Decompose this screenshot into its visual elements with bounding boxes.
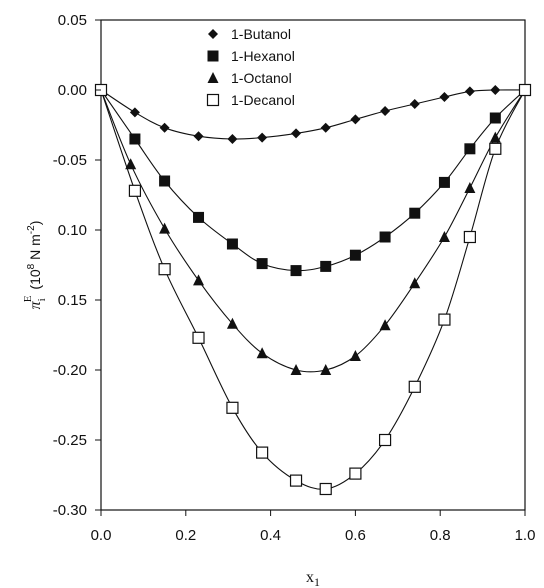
- x-axis-title-sub: 1: [314, 575, 320, 588]
- data-point-1-octanol: [349, 350, 361, 361]
- data-point-1-decanol: [128, 184, 142, 197]
- legend-marker-1-octanol: [207, 72, 219, 83]
- legend-marker-1-butanol: [208, 29, 218, 39]
- data-point-1-hexanol: [438, 176, 450, 188]
- data-point-1-butanol: [291, 128, 302, 139]
- data-point-1-hexanol: [256, 258, 268, 270]
- data-point-1-decanol: [158, 263, 171, 276]
- data-point-1-decanol: [349, 467, 362, 480]
- data-point-1-hexanol: [193, 211, 205, 223]
- x-tick-label: 0.6: [345, 527, 366, 544]
- y-tick-label: 0.15: [58, 292, 87, 309]
- y-axis: 0.05 0.00 -0.05 0.10 0.15 -0.20 -0.25 -0.30: [53, 12, 101, 519]
- data-point-1-hexanol: [379, 231, 391, 243]
- x-axis: 0.0 0.2 0.4 0.6 0.8 1.0: [91, 510, 536, 544]
- y-tick-label: 0.10: [58, 222, 87, 239]
- y-axis-title-unit-suffix: ): [27, 221, 43, 226]
- legend-label-1-hexanol: 1-Hexanol: [231, 48, 295, 64]
- data-point-1-hexanol: [320, 260, 332, 272]
- data-point-1-decanol: [438, 313, 451, 326]
- data-point-1-butanol: [129, 107, 140, 118]
- data-point-1-octanol: [320, 364, 332, 375]
- data-point-1-octanol: [489, 131, 501, 143]
- y-tick-label: -0.05: [53, 152, 87, 169]
- data-point-1-hexanol: [290, 265, 302, 277]
- data-point-1-butanol: [380, 106, 391, 116]
- x-tick-label: 0.2: [175, 527, 196, 544]
- y-axis-title-symbol: π: [27, 300, 44, 309]
- y-axis-title-unit-mid: N m: [27, 234, 43, 264]
- data-point-1-butanol: [320, 122, 331, 133]
- data-point-1-octanol: [409, 277, 421, 289]
- y-tick-label: 0.00: [58, 82, 87, 99]
- data-point-1-decanol: [408, 380, 421, 393]
- data-point-1-octanol: [464, 182, 476, 193]
- x-tick-label: 1.0: [515, 527, 536, 544]
- plot-frame: [100, 19, 526, 511]
- y-axis-title-sub: i: [36, 298, 48, 301]
- data-point-1-hexanol: [129, 133, 141, 145]
- data-point-1-octanol: [379, 319, 391, 331]
- legend-label-1-decanol: 1-Decanol: [231, 92, 295, 108]
- data-point-1-hexanol: [409, 207, 421, 219]
- y-tick-label: -0.20: [53, 362, 87, 379]
- data-point-1-decanol: [256, 446, 269, 459]
- data-point-1-butanol: [350, 114, 361, 125]
- data-point-1-butanol: [464, 86, 475, 97]
- data-point-1-hexanol: [349, 249, 361, 261]
- data-point-1-butanol: [193, 131, 204, 142]
- data-point-1-octanol: [159, 222, 171, 234]
- data-point-1-decanol: [518, 83, 532, 97]
- series-markers: [94, 83, 532, 496]
- plot-area-border: [100, 19, 526, 511]
- legend-marker-1-hexanol: [207, 50, 219, 62]
- data-point-1-octanol: [290, 364, 302, 375]
- data-point-1-octanol: [226, 317, 238, 329]
- legend: 1-Butanol 1-Hexanol 1-Octanol 1-Decanol: [206, 26, 295, 108]
- data-point-1-butanol: [227, 134, 238, 144]
- data-point-1-hexanol: [159, 175, 171, 187]
- data-point-1-hexanol: [464, 143, 476, 155]
- series-curves: [100, 89, 526, 490]
- data-point-1-butanol: [159, 122, 170, 133]
- data-point-1-octanol: [193, 274, 205, 286]
- y-axis-title-sup: E: [22, 295, 34, 302]
- data-point-1-butanol: [257, 132, 268, 143]
- data-point-1-decanol: [319, 482, 332, 496]
- y-axis-title-unit-exp2: -2: [26, 225, 37, 234]
- y-axis-title-unit-prefix: (10: [27, 269, 43, 289]
- data-point-1-hexanol: [489, 112, 501, 124]
- y-axis-title: πiE (108 N m-2): [22, 221, 48, 310]
- series-line-1-decanol: [100, 89, 526, 490]
- y-tick-label: -0.30: [53, 502, 87, 519]
- data-point-1-butanol: [409, 99, 420, 109]
- x-axis-title-main: x: [306, 569, 314, 586]
- data-point-1-hexanol: [226, 238, 238, 250]
- data-point-1-decanol: [192, 331, 205, 344]
- y-axis-title-unit-exp: 8: [26, 263, 37, 269]
- data-point-1-decanol: [489, 142, 502, 155]
- x-axis-title: x1: [306, 569, 320, 588]
- data-point-1-decanol: [289, 474, 303, 487]
- x-tick-label: 0.0: [91, 527, 112, 544]
- x-tick-label: 0.4: [260, 527, 281, 544]
- data-point-1-octanol: [438, 231, 450, 242]
- data-point-1-decanol: [463, 230, 476, 244]
- data-point-1-butanol: [439, 92, 450, 102]
- data-point-1-decanol: [226, 401, 239, 414]
- legend-label-1-butanol: 1-Butanol: [231, 26, 291, 42]
- legend-marker-1-decanol: [206, 93, 220, 107]
- x-tick-label: 0.8: [430, 527, 451, 544]
- data-point-1-octanol: [125, 158, 137, 170]
- data-point-1-butanol: [490, 85, 501, 95]
- data-point-1-octanol: [256, 347, 268, 359]
- data-point-1-decanol: [378, 433, 392, 447]
- y-tick-label: -0.25: [53, 432, 87, 449]
- legend-label-1-octanol: 1-Octanol: [231, 70, 292, 86]
- y-tick-label: 0.05: [58, 12, 87, 29]
